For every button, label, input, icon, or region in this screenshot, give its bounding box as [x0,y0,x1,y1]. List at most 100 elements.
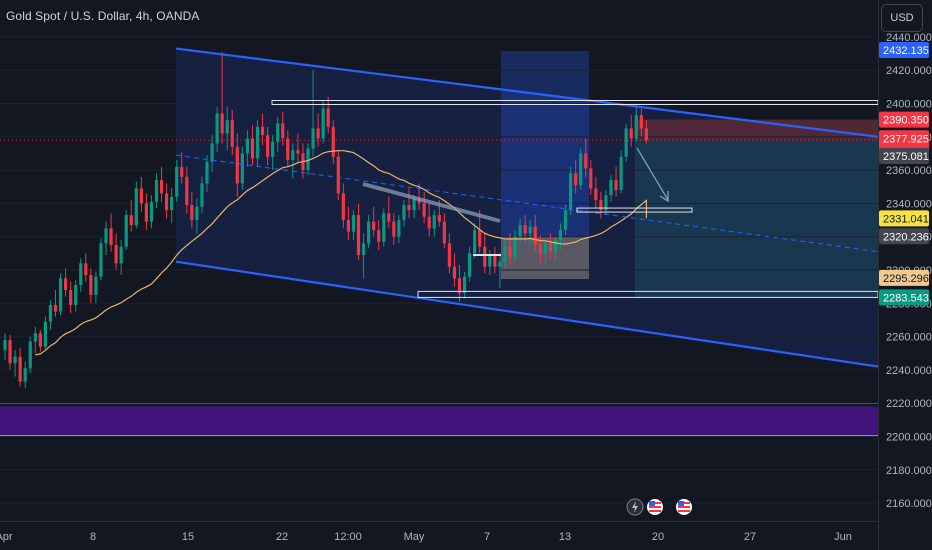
us-flag-canton [678,501,684,506]
support-zone [0,406,878,435]
candle-body [291,150,295,161]
candle-body [175,166,179,197]
candle-body [245,138,249,154]
candle-body [639,115,643,129]
candle-body [286,138,290,161]
time-axis-separator [0,521,878,522]
price-label-text: 2331.041 [883,213,929,225]
candle-body [18,356,22,382]
currency-button[interactable]: USD [881,4,923,32]
candle-body [427,216,431,229]
time-axis[interactable]: Apr 8 15 22 12:00 May 7 13 20 27 Jun [0,531,852,543]
candle-body [437,215,441,222]
time-tick-label: May [404,531,425,543]
candle-body [367,221,371,244]
candle-body [326,108,330,127]
candle-body [99,243,103,277]
price-tick-label: 2180.000 [886,465,932,477]
candle-body [180,166,184,177]
candle-body [119,246,123,264]
price-tick-label: 2400.000 [886,99,932,111]
candle-body [38,333,42,347]
price-label-text: 2432.135 [883,45,929,57]
price-tick-label: 2420.000 [886,65,932,77]
candle-body [609,180,613,196]
candle-body [432,215,436,229]
candle-body [53,304,58,312]
candle-body [255,126,260,159]
candle-body [538,245,542,254]
candle-body [195,206,199,221]
event-icons[interactable] [626,498,692,516]
candle-body [377,230,381,242]
candle-body [604,195,608,211]
price-tick-label: 2240.000 [886,365,932,377]
price-label-badge [879,210,929,227]
candle-body [518,225,522,237]
symbol-title: Gold Spot / U.S. Dollar, 4h, OANDA [6,9,200,23]
candle-body [392,221,396,237]
candle-body [306,148,310,171]
candle-body [43,321,47,347]
projection-arrow [636,147,669,201]
price-label-text: 2295.296 [883,273,929,285]
candle-body [594,188,598,201]
candle-body [281,123,285,139]
us-flag-stripe [678,510,690,512]
candle-body [240,153,244,184]
price-label-text: 2375.081 [883,151,929,163]
price-tick-label: 2160.000 [886,498,932,510]
candle-body [513,236,517,257]
candle-body [316,128,320,139]
candle-body [447,243,451,267]
candle-body [276,123,280,142]
candle-body [210,143,214,162]
price-label-badge [879,41,929,58]
candle-body [589,168,593,189]
candle-body [407,205,411,211]
candle-body [311,128,315,149]
candle-body [74,284,78,305]
candle-body [599,200,603,211]
candle-body [351,215,356,232]
candle-body [58,278,63,312]
candle-body [543,243,547,254]
candle-body [271,141,275,157]
us-flag-stripe [678,506,690,508]
candle-body [468,253,472,277]
candle-body [109,228,113,246]
chart-grid [0,36,878,504]
candle-body [266,135,270,157]
price-tick-label: 2360.000 [886,165,932,177]
candle-body [200,183,204,207]
candle-body [574,173,578,186]
time-tick-label: Jun [834,531,852,543]
candle-body [104,228,108,244]
candle-body [493,255,497,267]
price-label-text: 2377.925 [883,133,929,145]
candle-body [523,225,527,234]
candle-body [139,188,143,204]
candle-body [250,138,255,159]
price-label-badge [879,147,929,164]
candle-body [190,205,194,221]
price-label-badge [879,269,929,286]
candle-body [579,153,583,186]
price-label-badge [879,111,929,128]
candle-body [619,156,623,191]
time-tick-label: Apr [0,531,13,543]
candle-body [336,156,340,194]
candle-body [170,196,174,211]
price-tick-label: 2220.000 [886,398,932,410]
candle-body [33,333,37,342]
us-flag-stripe [649,506,661,508]
candle-body [584,153,588,169]
candle-body [614,180,618,191]
candle-body [553,240,558,252]
candle-body [634,115,638,139]
candle-body [144,203,148,222]
candle-body [114,245,118,264]
price-axis[interactable]: 2440.0002420.0002400.0002380.0002360.000… [879,32,932,510]
chart-drawings[interactable] [35,47,879,368]
